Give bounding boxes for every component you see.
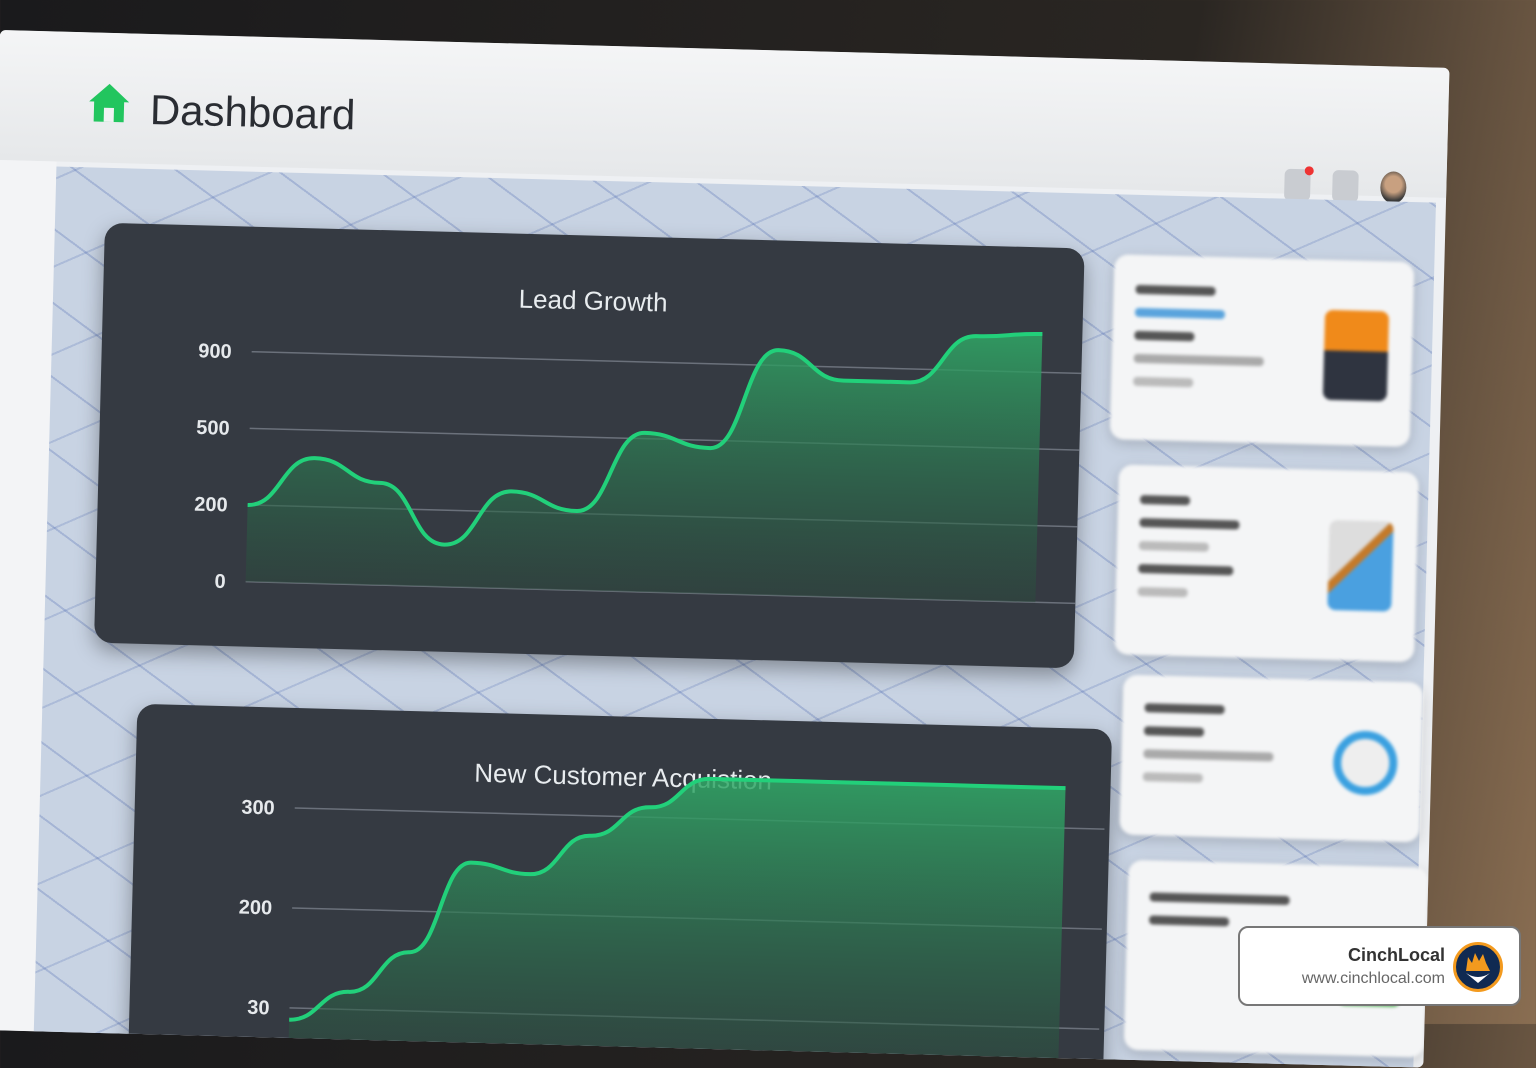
chart-plot: 30 200 300 180 130 190 100 180 [128, 704, 1112, 1068]
y-tick-label: 0 [214, 571, 226, 593]
cinchlocal-logo [1453, 942, 1503, 992]
x-tick-label: 180 [1068, 1058, 1099, 1067]
x-tick-label: 190 [878, 1053, 909, 1067]
wrench-icon [1332, 730, 1398, 796]
y-tick-label: 200 [238, 897, 272, 920]
x-tick-label: 100 [973, 1056, 1004, 1068]
x-tick-label: 130 [783, 1051, 814, 1068]
brand-url: www.cinchlocal.com [1302, 970, 1445, 988]
user-avatar[interactable] [1380, 171, 1407, 204]
side-card[interactable] [1119, 675, 1423, 843]
y-tick-label: 500 [196, 417, 230, 440]
paintbrush-icon [1327, 520, 1393, 612]
series-area [288, 768, 1066, 1068]
brand-name: CinchLocal [1348, 945, 1445, 966]
home-icon[interactable] [83, 77, 134, 128]
y-tick-label: 900 [198, 340, 232, 363]
bell-icon[interactable] [1284, 169, 1311, 202]
toolbox-icon [1323, 310, 1389, 402]
y-tick-label: 30 [247, 997, 270, 1020]
side-card[interactable] [1110, 254, 1415, 447]
notes-icon[interactable] [1332, 170, 1359, 203]
page-title: Dashboard [149, 86, 356, 139]
chart-plot: 0 200 500 900 [94, 223, 1085, 669]
series-area [246, 313, 1043, 602]
cinchlocal-badge[interactable]: CinchLocal www.cinchlocal.com [1238, 926, 1521, 1006]
y-tick-label: 300 [241, 797, 275, 820]
side-card[interactable] [1114, 464, 1419, 662]
y-tick-label: 200 [194, 494, 228, 517]
x-tick-label: 180 [688, 1048, 719, 1067]
